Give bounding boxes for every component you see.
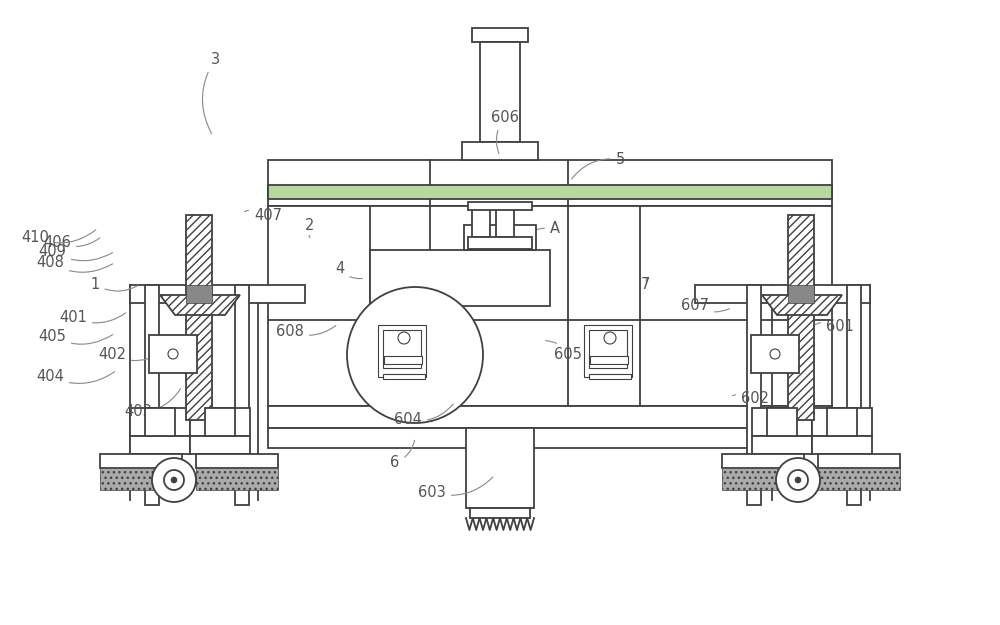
Text: 405: 405 (38, 329, 113, 344)
Bar (827, 408, 857, 436)
Circle shape (171, 477, 177, 483)
Bar (747, 285, 761, 505)
Bar (812, 436, 872, 454)
Text: 401: 401 (59, 310, 126, 325)
Circle shape (776, 458, 820, 502)
Text: 410: 410 (21, 230, 96, 245)
Bar (695, 285, 870, 303)
Text: 607: 607 (681, 298, 729, 312)
Bar (196, 468, 278, 490)
Bar (100, 468, 182, 490)
Bar (818, 454, 900, 468)
Bar (186, 215, 212, 420)
Bar (145, 408, 175, 436)
Circle shape (770, 349, 780, 359)
Text: 605: 605 (546, 341, 582, 362)
Circle shape (788, 470, 808, 490)
Text: 408: 408 (36, 255, 113, 272)
Bar (268, 428, 832, 448)
Bar (186, 285, 212, 303)
Bar (196, 454, 278, 468)
Text: 407: 407 (245, 208, 282, 223)
Text: A: A (512, 221, 560, 248)
Bar (812, 408, 872, 436)
Bar (190, 436, 250, 454)
Text: 604: 604 (394, 404, 453, 428)
Polygon shape (160, 295, 240, 315)
Bar (470, 508, 530, 518)
Bar (468, 237, 532, 249)
Bar (468, 202, 532, 210)
Bar (788, 215, 814, 420)
Bar (788, 285, 814, 303)
Bar (205, 408, 235, 436)
Bar (130, 285, 305, 303)
Circle shape (164, 470, 184, 490)
Circle shape (152, 458, 196, 502)
Text: 3: 3 (202, 52, 220, 134)
Text: 608: 608 (276, 324, 336, 339)
Bar (752, 436, 812, 454)
Text: 602: 602 (733, 391, 769, 406)
Text: 403: 403 (124, 389, 181, 419)
Text: 404: 404 (36, 369, 115, 384)
Circle shape (795, 477, 801, 483)
Text: 409: 409 (38, 244, 113, 261)
Bar (384, 356, 422, 364)
Text: 2: 2 (305, 217, 315, 238)
Bar (722, 454, 804, 468)
Bar (130, 436, 190, 454)
Circle shape (168, 349, 178, 359)
Text: 406: 406 (43, 235, 100, 250)
Bar (818, 468, 900, 490)
Bar (464, 225, 536, 250)
Bar (268, 185, 832, 199)
Bar (751, 335, 799, 373)
Bar (235, 285, 249, 505)
Bar (130, 408, 190, 436)
Bar (589, 330, 627, 368)
Bar (462, 142, 538, 160)
Text: 6: 6 (390, 440, 415, 470)
Circle shape (347, 287, 483, 423)
Circle shape (398, 332, 410, 344)
Text: 601: 601 (814, 319, 854, 334)
Text: 606: 606 (491, 110, 519, 154)
Text: 5: 5 (572, 152, 625, 179)
Bar (466, 428, 534, 508)
Bar (268, 406, 832, 428)
Text: 4: 4 (335, 261, 362, 279)
Polygon shape (762, 295, 842, 315)
Bar (268, 206, 832, 406)
Text: 603: 603 (418, 477, 493, 500)
Bar (584, 325, 632, 377)
Text: 7: 7 (640, 277, 650, 292)
Circle shape (604, 332, 616, 344)
Bar (496, 207, 514, 237)
Bar (378, 325, 426, 377)
Bar (268, 188, 832, 206)
Bar (589, 374, 631, 379)
Bar (268, 185, 832, 199)
Bar (383, 374, 425, 379)
Bar (847, 285, 861, 505)
Bar (480, 42, 520, 142)
Bar (472, 207, 490, 237)
Bar (767, 408, 797, 436)
Bar (149, 335, 197, 373)
Bar (100, 454, 182, 468)
Text: 402: 402 (98, 348, 166, 362)
Bar (268, 160, 832, 188)
Bar (472, 28, 528, 42)
Text: 1: 1 (90, 277, 138, 292)
Bar (722, 468, 804, 490)
Bar (752, 408, 812, 436)
Bar (145, 285, 159, 505)
Bar (383, 330, 421, 368)
Bar (370, 250, 550, 306)
Bar (590, 356, 628, 364)
Bar (190, 408, 250, 436)
